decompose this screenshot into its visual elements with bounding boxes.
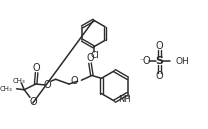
Text: O: O [156, 71, 163, 81]
Text: O: O [29, 97, 37, 107]
Text: CH₃: CH₃ [13, 78, 26, 84]
Text: OH: OH [176, 57, 189, 66]
Text: O: O [43, 80, 51, 90]
Text: O: O [33, 63, 40, 73]
Text: Cl: Cl [90, 51, 99, 60]
Text: O: O [156, 41, 163, 51]
Text: CH₃: CH₃ [0, 86, 13, 92]
Text: +: + [126, 94, 130, 99]
Text: O: O [71, 76, 79, 86]
Text: NH: NH [118, 95, 131, 104]
Text: O: O [142, 56, 150, 66]
Text: ⁻: ⁻ [139, 57, 144, 66]
Text: S: S [155, 56, 163, 66]
Text: O: O [86, 53, 94, 63]
